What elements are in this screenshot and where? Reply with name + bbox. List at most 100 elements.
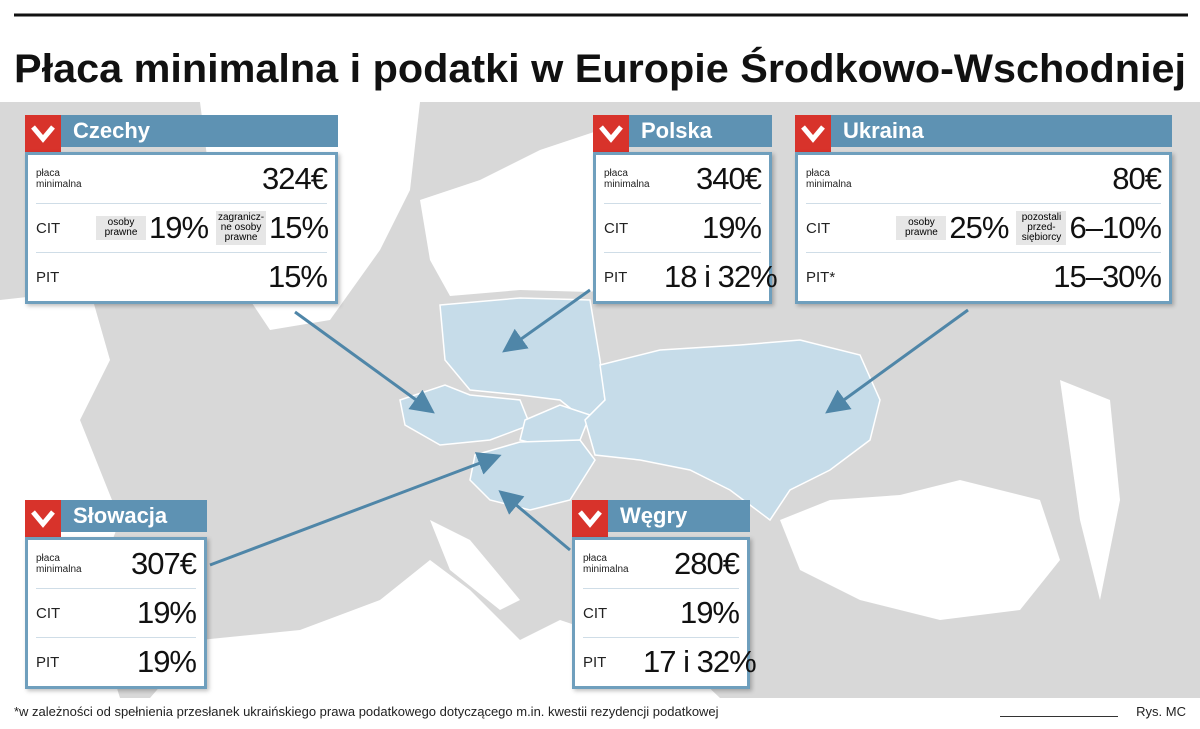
value-group: osoby prawne 25%: [896, 210, 1009, 246]
row-label: PIT: [36, 268, 60, 286]
row: CIT osoby prawne 25% pozostali przed-siębio…: [806, 204, 1162, 253]
row: PIT 17 i 32%: [583, 638, 757, 686]
row-values: osoby prawne 19% zagranicz-ne osoby prawne…: [96, 210, 329, 246]
row-label: CIT: [806, 219, 831, 237]
value-group: 19%: [679, 595, 740, 631]
row-values: 15%: [96, 259, 328, 295]
row-label: płaca minimalna: [583, 553, 629, 575]
value-note: pozostali przed-siębiorcy: [1016, 211, 1067, 245]
row-label: płaca minimalna: [806, 168, 852, 190]
row: płaca minimalna 80€: [806, 155, 1162, 204]
value: 307€: [131, 546, 197, 581]
row-label: CIT: [36, 219, 61, 237]
row-label: płaca minimalna: [36, 553, 82, 575]
value-note: osoby prawne: [96, 216, 146, 240]
value-group: 19%: [136, 595, 197, 631]
credit: Rys. MC: [1136, 704, 1186, 719]
row-values: 280€: [641, 546, 740, 582]
row: płaca minimalna 324€: [36, 155, 328, 204]
value: 17 i 32%: [643, 644, 757, 679]
value-group: 307€: [131, 546, 197, 582]
row-values: 307€: [94, 546, 197, 582]
country-box: płaca minimalna 340€ CIT 19% PIT 18 i 32%: [593, 152, 778, 304]
value-group: zagranicz-ne osoby prawne 15%: [216, 210, 329, 246]
icon: [572, 500, 608, 538]
row-label: CIT: [583, 604, 608, 622]
value: 19%: [679, 595, 740, 630]
value: 19%: [701, 210, 762, 245]
row: PIT 18 i 32%: [604, 253, 778, 301]
icon: [25, 115, 61, 153]
arrows: [209, 288, 969, 567]
row: CIT 19%: [604, 204, 762, 253]
row-values: 324€: [94, 161, 328, 197]
value: 15%: [267, 259, 328, 294]
row-values: 17 i 32%: [643, 644, 757, 680]
row-values: 19%: [96, 595, 197, 631]
row-label: PIT: [604, 268, 628, 286]
value: 80€: [1112, 161, 1162, 196]
footnote: *w zależności od spełnienia przesłanek u…: [14, 704, 719, 719]
title: Płaca minimalna i podatki w Europie Środ…: [14, 45, 1186, 91]
value: 18 i 32%: [664, 259, 778, 294]
value: 25%: [949, 210, 1009, 245]
value-group: pozostali przed-siębiorcy 6–10%: [1016, 210, 1162, 246]
row-label: PIT: [583, 653, 607, 671]
value: 19%: [136, 644, 197, 679]
country-box: płaca minimalna 307€ CIT 19% PIT 19%: [25, 537, 207, 689]
value-group: 324€: [262, 161, 328, 197]
icon: [593, 115, 629, 153]
icon: [25, 500, 61, 538]
row-label: PIT: [36, 653, 60, 671]
country-header: Słowacja: [25, 500, 207, 538]
value-group: 17 i 32%: [643, 644, 757, 680]
row: PIT 19%: [36, 638, 197, 686]
country-box: płaca minimalna 80€ CIT osoby prawne 25% pozo…: [795, 152, 1172, 304]
row: PIT* 15–30%: [806, 253, 1162, 301]
row: CIT osoby prawne 19% zagranicz-ne osoby pra…: [36, 204, 329, 253]
row-values: 18 i 32%: [664, 259, 778, 295]
value-group: 15–30%: [1053, 259, 1162, 295]
row: płaca minimalna 340€: [604, 155, 762, 204]
value: 324€: [262, 161, 328, 196]
value: 15%: [269, 210, 329, 245]
value: 6–10%: [1069, 210, 1162, 245]
country-box: płaca minimalna 280€ CIT 19% PIT 17 i 32%: [572, 537, 757, 689]
value: 280€: [674, 546, 740, 581]
value-group: osoby prawne 19%: [96, 210, 209, 246]
row: płaca minimalna 307€: [36, 540, 197, 589]
credit-rule: [1000, 716, 1118, 717]
row-label: CIT: [36, 604, 61, 622]
value-group: 280€: [674, 546, 740, 582]
country-header: Czechy: [25, 115, 338, 153]
row-label: płaca minimalna: [604, 168, 650, 190]
row: CIT 19%: [36, 589, 197, 638]
value: 19%: [136, 595, 197, 630]
country-header: Ukraina: [795, 115, 1172, 153]
value-group: 15%: [267, 259, 328, 295]
row-values: 80€: [864, 161, 1162, 197]
value-group: 18 i 32%: [664, 259, 778, 295]
value: 15–30%: [1053, 259, 1162, 294]
row: płaca minimalna 280€: [583, 540, 740, 589]
row: PIT 15%: [36, 253, 328, 301]
value: 340€: [696, 161, 762, 196]
value-group: 80€: [1112, 161, 1162, 197]
icon: [795, 115, 831, 153]
value-note: zagranicz-ne osoby prawne: [216, 211, 267, 245]
country-header: Polska: [593, 115, 772, 153]
value-group: 340€: [696, 161, 762, 197]
value-group: 19%: [136, 644, 197, 680]
row-label: płaca minimalna: [36, 168, 82, 190]
country-box: płaca minimalna 324€ CIT osoby prawne 19% zag…: [25, 152, 338, 304]
row-values: 15–30%: [866, 259, 1162, 295]
row-values: 19%: [664, 210, 762, 246]
row: CIT 19%: [583, 589, 740, 638]
highlighted-countries: [399, 297, 881, 522]
value-note: osoby prawne: [896, 216, 947, 240]
value: 19%: [149, 210, 209, 245]
country-header: Węgry: [572, 500, 750, 538]
value-group: 19%: [701, 210, 762, 246]
row-values: 19%: [96, 644, 197, 680]
